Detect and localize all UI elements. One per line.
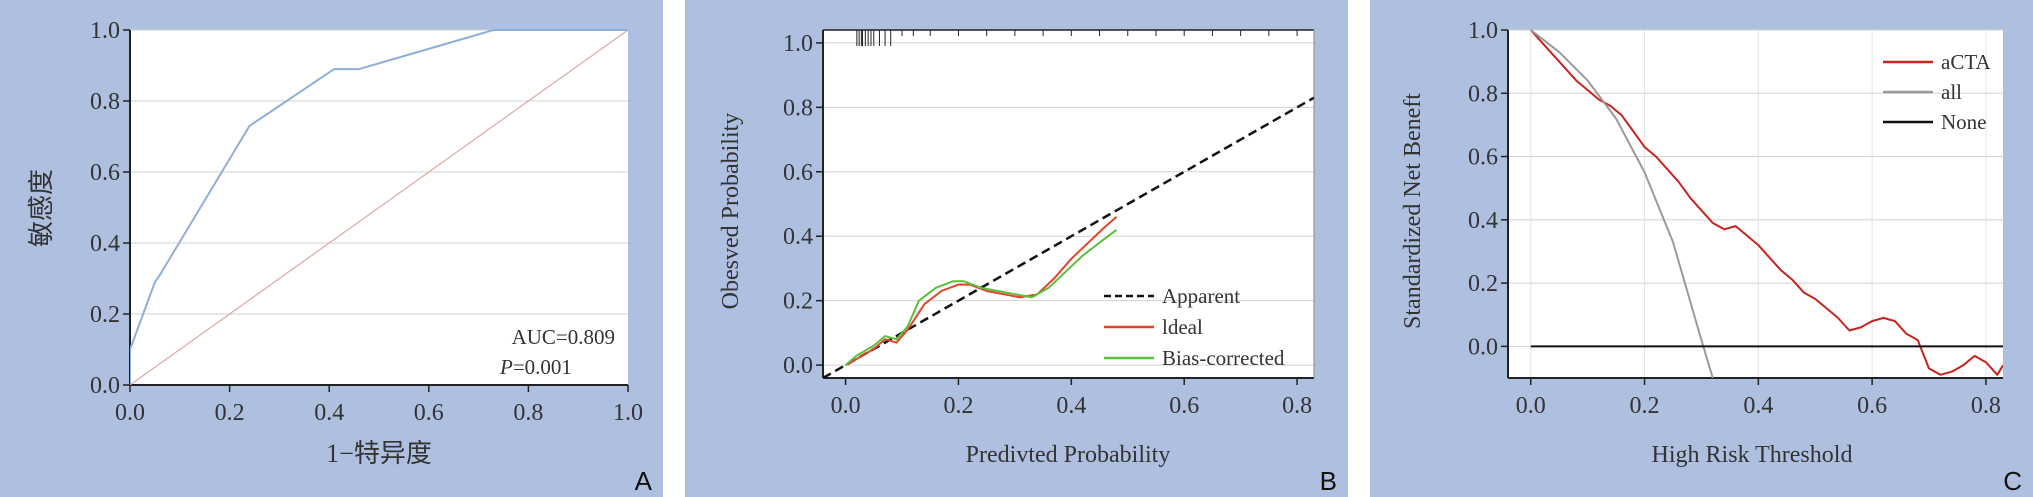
panel-c-decision-curve-chart: 0.0 0.2 0.4 0.6 0.8 1.0 0.0 0.2 0.4 0.6 0.8 High Ri… xyxy=(1400,18,2003,468)
x-tick-label: 0.8 xyxy=(513,400,543,426)
x-tick-label: 0.6 xyxy=(414,400,444,426)
legend-label-apparent: Apparent xyxy=(1162,284,1240,308)
panel-a-roc-chart: 0.0 0.2 0.4 0.6 0.8 1.0 0.0 0.2 0.4 0.6 0.8 1.0 1−特异… xyxy=(27,18,643,468)
y-tick-label: 0.4 xyxy=(90,231,120,257)
x-tick-label: 0.0 xyxy=(115,400,145,426)
y-tick-label: 0.0 xyxy=(783,353,813,379)
legend-label-ldeal: ldeal xyxy=(1162,315,1203,339)
y-tick-label: 0.0 xyxy=(1468,334,1498,360)
auc-annotation: AUC=0.809 xyxy=(512,325,615,349)
x-tick-label: 0.8 xyxy=(1971,393,2001,419)
x-tick-label: 0.6 xyxy=(1169,393,1199,419)
x-axis-label: 1−特异度 xyxy=(326,439,432,468)
panel-c-plot-area xyxy=(1508,30,2003,378)
panel-label-c: C xyxy=(2003,466,2022,496)
y-tick-label: 1.0 xyxy=(90,18,120,44)
y-axis-label: 敏感度 xyxy=(27,169,56,247)
panel-label-b: B xyxy=(1320,466,1337,496)
panel-b-calibration-chart: 0.0 0.2 0.4 0.6 0.8 1.0 0.0 0.2 0.4 0.6 0.8 Predivt… xyxy=(718,29,1315,468)
acta-series-line xyxy=(1530,29,2003,376)
x-tick-label: 0.4 xyxy=(1056,393,1086,419)
x-tick-label: 0.4 xyxy=(314,400,344,426)
x-tick-label: 0.6 xyxy=(1857,393,1887,419)
y-tick-label: 0.2 xyxy=(90,302,120,328)
y-tick-label: 1.0 xyxy=(783,31,813,57)
x-axis-label: Predivted Probability xyxy=(966,442,1171,468)
line-0-series-line xyxy=(130,29,628,385)
p-value-annotation: P=0.001 xyxy=(499,355,572,379)
p-label: P xyxy=(499,355,513,379)
y-tick-label: 0.4 xyxy=(1468,208,1498,234)
all-series-line xyxy=(1530,29,1714,378)
p-value: =0.001 xyxy=(513,355,572,379)
x-tick-label: 0.0 xyxy=(1516,393,1546,419)
bias-corrected-series-line xyxy=(844,229,1118,366)
y-tick-label: 0.6 xyxy=(783,160,813,186)
x-axis-label: High Risk Threshold xyxy=(1652,442,1853,468)
apparent-series-line xyxy=(823,96,1314,378)
y-tick-label: 0.2 xyxy=(783,289,813,315)
y-tick-label: 0.4 xyxy=(783,224,813,250)
line-1-series-line xyxy=(130,29,628,385)
x-tick-label: 0.8 xyxy=(1282,393,1312,419)
x-tick-label: 0.4 xyxy=(1743,393,1773,419)
x-tick-label: 1.0 xyxy=(613,400,643,426)
y-tick-label: 0.6 xyxy=(1468,145,1498,171)
y-tick-label: 1.0 xyxy=(1468,18,1498,44)
legend-label-acta: aCTA xyxy=(1941,50,1991,74)
y-tick-label: 0.8 xyxy=(90,89,120,115)
y-axis-label: Standardized Net Beneft xyxy=(1400,93,1426,329)
y-tick-label: 0.8 xyxy=(783,95,813,121)
panel-label-a: A xyxy=(635,466,653,496)
x-tick-label: 0.2 xyxy=(1630,393,1660,419)
legend-label-none: None xyxy=(1941,110,1987,134)
y-axis-label: Obesved Probability xyxy=(718,113,744,310)
y-tick-label: 0.8 xyxy=(1468,81,1498,107)
panel-b-plot-area xyxy=(823,30,1314,378)
legend-label-bias-corrected: Bias-corrected xyxy=(1162,346,1285,370)
x-tick-label: 0.0 xyxy=(831,393,861,419)
y-tick-label: 0.0 xyxy=(90,373,120,399)
legend-label-all: all xyxy=(1941,80,1962,104)
y-tick-label: 0.6 xyxy=(90,160,120,186)
y-tick-label: 0.2 xyxy=(1468,271,1498,297)
ldeal-series-line xyxy=(845,216,1118,366)
x-tick-label: 0.2 xyxy=(215,400,245,426)
x-tick-label: 0.2 xyxy=(943,393,973,419)
